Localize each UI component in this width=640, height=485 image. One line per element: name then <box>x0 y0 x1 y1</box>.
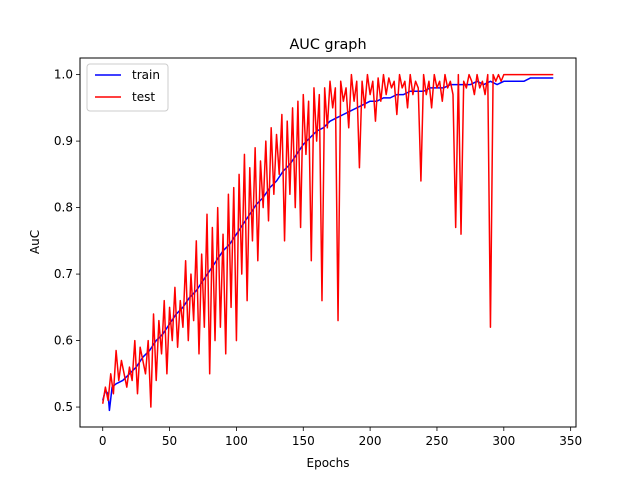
y-tick-label: 0.9 <box>54 134 73 148</box>
y-tick-label: 1.0 <box>54 68 73 82</box>
x-tick-label: 50 <box>162 434 177 448</box>
y-tick-label: 0.6 <box>54 334 73 348</box>
x-tick-label: 300 <box>492 434 515 448</box>
x-axis: 0 50 100 150 200 250 300 350 <box>99 427 582 448</box>
x-tick-label: 150 <box>292 434 315 448</box>
chart-title: AUC graph <box>289 37 366 53</box>
x-tick-label: 200 <box>359 434 382 448</box>
series-line-test <box>101 73 554 408</box>
x-tick-label: 350 <box>559 434 582 448</box>
y-tick-label: 0.7 <box>54 267 73 281</box>
series-layer <box>101 73 554 412</box>
y-tick-label: 0.5 <box>54 400 73 414</box>
x-tick-label: 100 <box>225 434 248 448</box>
legend-label-test: test <box>132 90 155 104</box>
x-tick-label: 250 <box>426 434 449 448</box>
y-tick-label: 0.8 <box>54 201 73 215</box>
y-axis: 0.5 0.6 0.7 0.8 0.9 1.0 <box>54 68 80 414</box>
legend-label-train: train <box>132 68 160 82</box>
x-axis-label: Epochs <box>307 456 350 470</box>
legend: train test <box>86 63 169 112</box>
plot-frame <box>79 57 577 428</box>
y-axis-label: AuC <box>28 230 42 254</box>
x-tick-label: 0 <box>99 434 107 448</box>
